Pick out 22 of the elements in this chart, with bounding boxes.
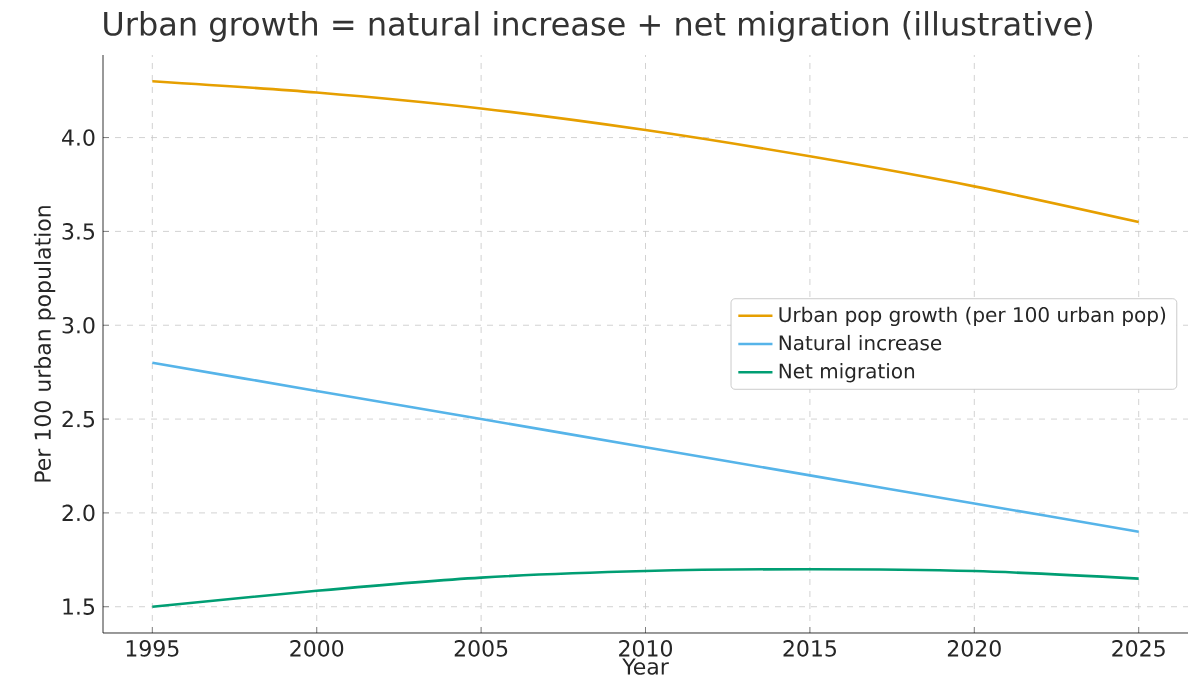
- legend-label: Natural increase: [779, 334, 942, 351]
- y-tick-label: 3.0: [62, 316, 95, 334]
- y-tick-label: 3.5: [62, 223, 95, 240]
- x-tick-label: 1995: [126, 640, 179, 657]
- x-axis-title: Year: [622, 658, 669, 675]
- y-tick-label: 1.5: [63, 598, 95, 615]
- legend-label: Net migration: [779, 363, 915, 383]
- x-tick-label: 2005: [454, 640, 508, 657]
- x-tick-label: 2010: [619, 640, 673, 657]
- line-series: [151, 361, 1140, 533]
- x-tick-label: 2025: [1112, 640, 1165, 657]
- chart-title: Urban growth = natural increase + net migration (illustrative): [104, 11, 1092, 43]
- x-tick-label: 2015: [783, 640, 836, 657]
- line-series: [151, 567, 1140, 609]
- y-axis-title: Per 100 urban population: [33, 206, 56, 482]
- y-tick-label: 4.0: [62, 129, 95, 146]
- line-series: [151, 79, 1140, 224]
- x-tick-label: 2000: [290, 640, 344, 657]
- x-tick-label: 2020: [947, 640, 1001, 657]
- legend-label: Urban pop growth (per 100 urban pop): [779, 306, 1166, 327]
- y-tick-label: 2.0: [62, 504, 95, 522]
- y-tick-label: 2.5: [62, 410, 95, 428]
